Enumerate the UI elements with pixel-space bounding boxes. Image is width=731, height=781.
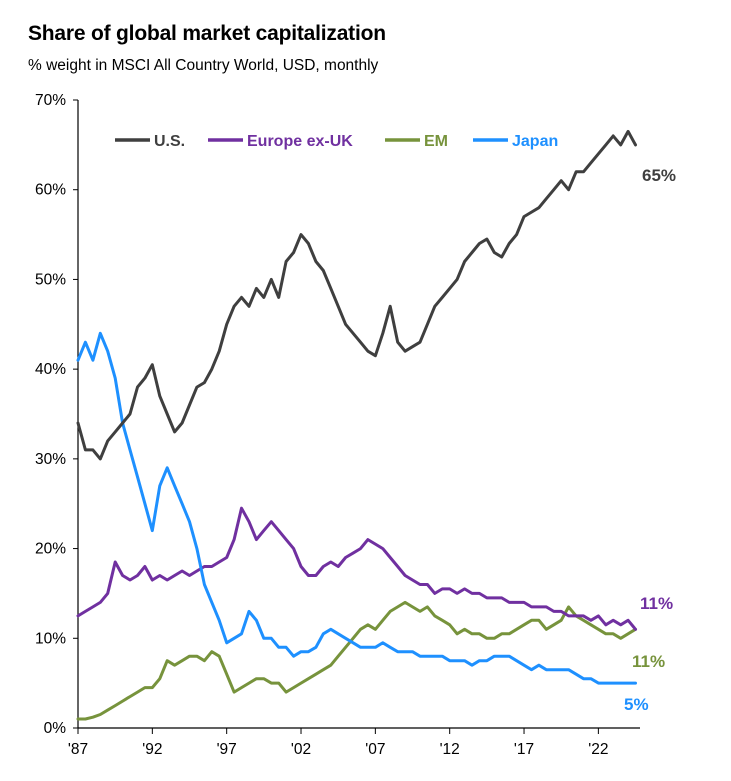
series-line-em [76,600,637,721]
y-tick-label: 0% [44,720,67,737]
y-tick-label: 30% [35,451,66,468]
series-line-u-s [76,129,637,461]
end-label-japan: 5% [624,695,649,714]
end-label-europe-ex-uk: 11% [640,594,673,613]
y-tick-label: 50% [35,271,66,288]
x-axis: '87 '92 '97 '02 '07 '12 '17 '22 [68,727,640,758]
x-tick-label: '92 [142,741,162,758]
x-tick-label: '07 [365,741,385,758]
legend-label-u-s: U.S. [154,133,185,150]
x-tick-label: '97 [217,741,237,758]
y-tick-label: 10% [35,630,66,647]
x-tick-label: '17 [514,741,534,758]
y-tick-label: 70% [35,92,66,109]
y-tick-label: 60% [35,182,66,199]
legend-label-em: EM [424,133,448,150]
chart-subtitle: % weight in MSCI All Country World, USD,… [28,57,379,74]
end-labels: 65% 11% 11% 5% [624,166,676,714]
series-line-europe-ex-uk [76,506,637,631]
series-lines [76,129,637,721]
x-tick-label: '22 [588,741,608,758]
end-label-u-s: 65% [642,166,676,185]
y-axis: 0% 10% 20% 30% 40% 50% 60% 70% [35,92,79,737]
y-tick-label: 20% [35,541,66,558]
legend: U.S. Europe ex-UK EM Japan [115,133,558,150]
end-label-em: 11% [632,652,665,671]
series-line-japan [76,331,637,685]
x-tick-label: '87 [68,741,88,758]
x-tick-label: '12 [440,741,460,758]
legend-label-europe-ex-uk: Europe ex-UK [247,133,353,150]
x-tick-label: '02 [291,741,311,758]
chart-title: Share of global market capitalization [28,22,386,45]
legend-label-japan: Japan [512,133,558,150]
y-tick-label: 40% [35,361,66,378]
